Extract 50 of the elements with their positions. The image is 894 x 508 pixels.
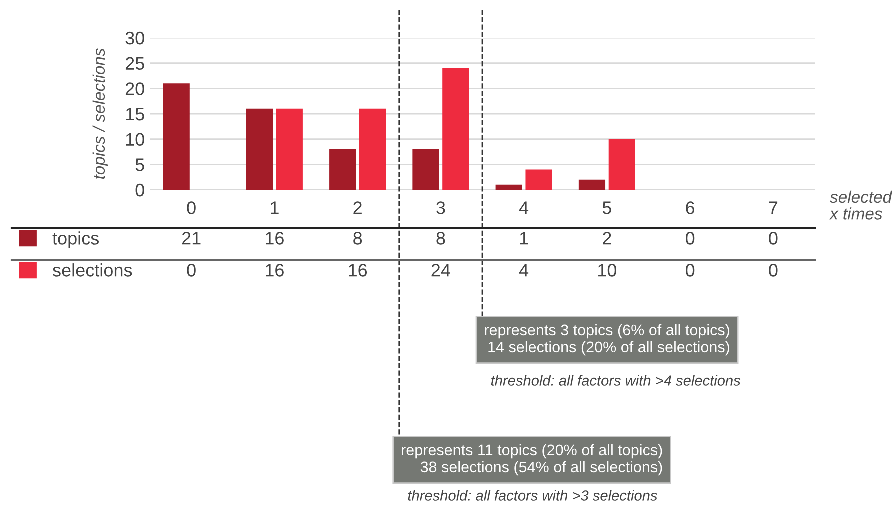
- x-tick-label: 3: [436, 202, 446, 214]
- data-label: 16: [266, 232, 284, 245]
- data-label: 0: [686, 232, 695, 245]
- x-tick-label: 7: [769, 202, 778, 214]
- data-label: 21: [182, 232, 201, 245]
- data-label: 0: [187, 264, 196, 277]
- x-axis-title: selected x times: [829, 190, 893, 220]
- data-label: 8: [436, 232, 446, 245]
- bar: [330, 149, 356, 190]
- data-label: 0: [769, 232, 778, 245]
- data-label: 16: [266, 264, 284, 277]
- data-label: 1: [520, 232, 528, 245]
- data-label: 0: [686, 264, 695, 277]
- y-axis-title: topics / selections: [92, 48, 108, 180]
- data-label: 24: [432, 264, 450, 277]
- text: represents 11 topics (20% of all topics) 38 selections (54% of all selections): [402, 444, 662, 476]
- text: represents 3 topics (6% of all topics) 14 selections (20% of all selections): [485, 324, 730, 356]
- y-tick-label: 20: [126, 82, 144, 96]
- bar: [578, 180, 606, 190]
- x-tick-label: 5: [602, 202, 612, 214]
- bar: [359, 108, 386, 190]
- y-tick-label: 5: [136, 158, 144, 172]
- bar: [246, 108, 274, 190]
- legend-label: topics: [52, 232, 100, 248]
- data-label: 16: [349, 264, 368, 277]
- data-label: 8: [354, 232, 362, 245]
- y-tick-label: 0: [136, 184, 144, 197]
- bar: [496, 184, 522, 190]
- data-label: 0: [769, 264, 778, 277]
- y-tick-label: 10: [126, 133, 144, 146]
- data-label: 10: [598, 264, 617, 277]
- y-tick-label: 30: [126, 32, 144, 45]
- bar: [526, 170, 552, 190]
- bar: [163, 84, 190, 190]
- text: threshold: all factors with >4 selections: [491, 375, 741, 386]
- x-tick-label: 2: [354, 202, 362, 214]
- bar: [608, 139, 636, 190]
- x-tick-label: 4: [519, 202, 529, 214]
- x-tick-label: 6: [686, 202, 695, 214]
- x-tick-label: 0: [187, 202, 196, 214]
- y-tick-label: 15: [126, 108, 144, 121]
- x-tick-label: 1: [271, 202, 279, 214]
- y-tick-label: 25: [126, 57, 144, 70]
- data-label: 2: [603, 232, 612, 245]
- bar: [412, 149, 440, 190]
- bar: [442, 68, 470, 190]
- text: threshold: all factors with >3 selections: [408, 490, 658, 501]
- bar: [276, 108, 303, 190]
- legend-label: selections: [53, 264, 132, 277]
- data-label: 4: [519, 264, 529, 277]
